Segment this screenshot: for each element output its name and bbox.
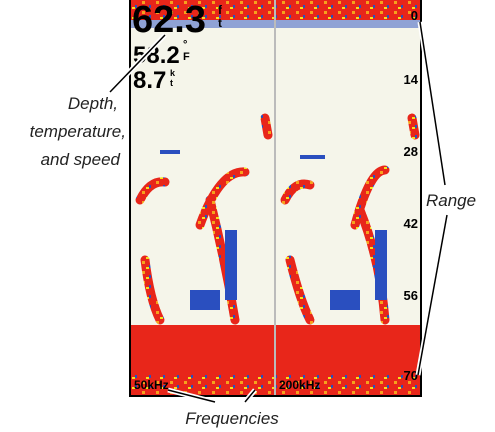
fish-arches [135,113,420,325]
callout-lines [108,21,450,405]
range-label: 70 [404,368,418,383]
range-label: 42 [404,216,418,231]
range-label: 56 [404,288,418,303]
annotation: Frequencies [185,409,279,428]
temperature-unit: ° [183,39,187,51]
depth-value: 62.3 [132,0,206,41]
depth-unit: f [218,3,223,17]
range-scale: 0 14 28 42 56 70 [404,8,419,383]
speed-unit: k [170,68,176,78]
range-label: 0 [411,8,418,23]
temperature-unit: F [183,51,190,63]
speed-unit: t [170,78,173,88]
frequency-label: 50kHz [134,378,169,392]
sonar-screen [129,0,422,397]
range-label: 28 [404,144,418,159]
annotation: temperature, [30,122,126,141]
scatter-noise [160,150,387,310]
depth-unit: t [218,16,222,30]
annotation: and speed [41,150,121,169]
range-label: 14 [404,72,419,87]
readouts: 62.3 f t 58.2 ° F 8.7 k t [132,0,223,94]
frequency-label: 200kHz [279,378,320,392]
speed-value: 8.7 [133,67,166,94]
annotation: Depth, [68,94,118,113]
annotation: Range [426,191,476,210]
